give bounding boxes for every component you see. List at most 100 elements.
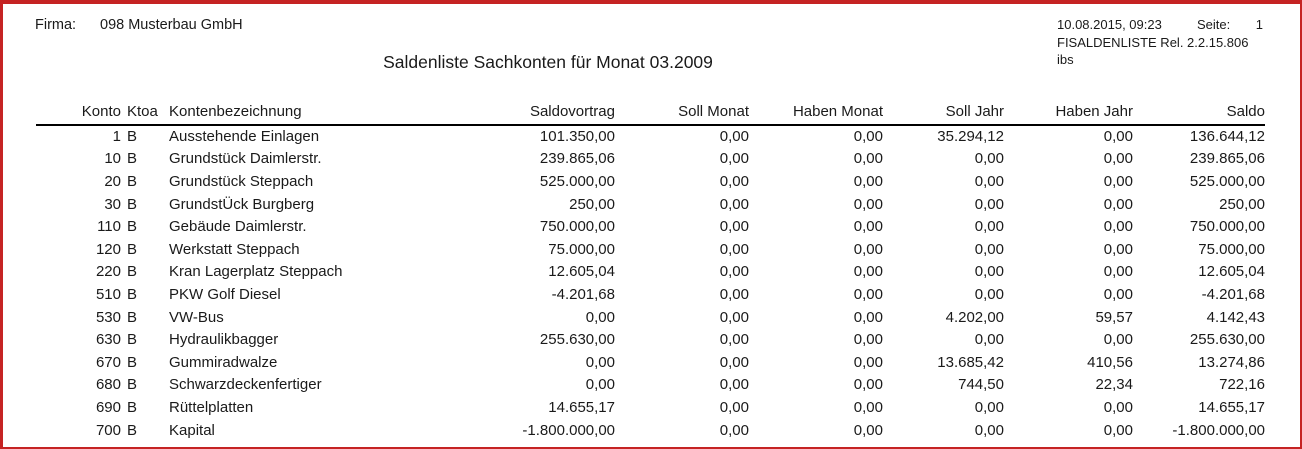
table-cell: -4.201,68 [551,285,615,303]
table-cell: 630 [95,331,121,349]
table-row: 630 B Hydraulikbagger 255.630,00 0,00 0,00 0,0… [36,328,1265,351]
program-version: FISALDENLISTE Rel. 2.2.15.806 [1057,35,1249,50]
table-cell: B [127,263,138,281]
table-cell: 744,50 [958,376,1004,394]
table-cell: B [127,285,138,303]
table-cell: Ausstehende Einlagen [169,128,320,146]
table-cell: 0,00 [1103,331,1133,349]
table-cell: 0,00 [1103,150,1133,168]
table-cell: 0,00 [853,150,883,168]
table-cell: 0,00 [974,218,1004,236]
table-cell: 0,00 [853,376,883,394]
table-cell: Schwarzdeckenfertiger [169,376,322,394]
table-row: 110 B Gebäude Daimlerstr. 750.000,00 0,00 0,0… [36,215,1265,238]
table-cell: Kapital [169,421,215,439]
table-body: 1 B Ausstehende Einlagen 101.350,00 0,00 0,00… [36,125,1265,441]
table-cell: 0,00 [585,353,615,371]
table-row: 1 B Ausstehende Einlagen 101.350,00 0,00 0,00… [36,125,1265,148]
column-header-saldovortrag: Saldovortrag [529,103,615,120]
table-cell: 0,00 [974,150,1004,168]
table-cell: 4.202,00 [945,308,1004,326]
table-cell: -1.800.000,00 [1172,421,1265,439]
table-cell: 12.605,04 [1198,263,1265,281]
table-cell: 239.865,06 [1189,150,1265,168]
table-cell: B [127,308,138,326]
table-cell: Werkstatt Steppach [169,240,300,258]
table-cell: 13.274,86 [1198,353,1265,371]
column-header-saldo: Saldo [1226,103,1265,120]
table-cell: 0,00 [853,218,883,236]
table-cell: 0,00 [1103,195,1133,213]
table-cell: 0,00 [853,421,883,439]
table-cell: 0,00 [853,308,883,326]
table-cell: 255.630,00 [539,331,615,349]
table-cell: 0,00 [853,353,883,371]
table-row: 690 B Rüttelplatten 14.655,17 0,00 0,00 0,00 0,… [36,396,1265,419]
table-cell: 0,00 [1103,240,1133,258]
table-cell: 0,00 [853,172,883,190]
table-cell: 0,00 [585,308,615,326]
table-cell: -4.201,68 [1201,285,1265,303]
table-cell: 0,00 [974,331,1004,349]
table-cell: B [127,128,138,146]
table-cell: 0,00 [719,398,749,416]
table-cell: 0,00 [719,353,749,371]
table-cell: 1 [112,128,121,146]
table-cell: 0,00 [719,308,749,326]
table-cell: 410,56 [1087,353,1133,371]
table-row: 10 B Grundstück Daimlerstr. 239.865,06 0,00 0… [36,148,1265,171]
table-cell: GrundstÜck Burgberg [169,195,315,213]
table-cell: 250,00 [1219,195,1265,213]
table-cell: 530 [95,308,121,326]
table-cell: 0,00 [974,421,1004,439]
table-cell: Gebäude Daimlerstr. [169,218,307,236]
table-cell: 680 [95,376,121,394]
table-row: 20 B Grundstück Steppach 525.000,00 0,00 0,00… [36,170,1265,193]
table-cell: 75.000,00 [548,240,615,258]
table-cell: B [127,421,138,439]
table-cell: 101.350,00 [539,128,615,146]
table-cell: Kran Lagerplatz Steppach [169,263,343,281]
table-row: 700 B Kapital -1.800.000,00 0,00 0,00 0,00 0,00… [36,419,1265,442]
table-cell: Grundstück Daimlerstr. [169,150,322,168]
table-cell: 0,00 [1103,128,1133,146]
table-cell: 0,00 [853,285,883,303]
table-cell: 250,00 [569,195,615,213]
table-cell: 255.630,00 [1189,331,1265,349]
table-row: 670 B Gummiradwalze 0,00 0,00 0,00 13.685,42 41… [36,351,1265,374]
table-cell: Hydraulikbagger [169,331,279,349]
table-cell: 20 [104,172,121,190]
table-cell: 0,00 [719,421,749,439]
table-cell: 0,00 [853,195,883,213]
table-cell: 525.000,00 [539,172,615,190]
table-cell: Rüttelplatten [169,398,254,416]
table-cell: 75.000,00 [1198,240,1265,258]
report-title: Saldenliste Sachkonten für Monat 03.2009 [383,52,713,72]
table-cell: 0,00 [974,398,1004,416]
table-cell: 0,00 [974,195,1004,213]
table-cell: 690 [95,398,121,416]
table-cell: 0,00 [719,376,749,394]
column-header-haben-jahr: Haben Jahr [1055,103,1133,120]
table-cell: 10 [104,150,121,168]
table-cell: Gummiradwalze [169,353,278,371]
table-cell: 0,00 [1103,398,1133,416]
table-cell: 13.685,42 [937,353,1004,371]
table-cell: 22,34 [1095,376,1133,394]
table-cell: 0,00 [1103,263,1133,281]
table-cell: 12.605,04 [548,263,615,281]
table-cell: 4.142,43 [1206,308,1265,326]
table-cell: 0,00 [1103,285,1133,303]
table-cell: 0,00 [853,240,883,258]
table-row: 510 B PKW Golf Diesel -4.201,68 0,00 0,00 0,00… [36,283,1265,306]
table-cell: 670 [95,353,121,371]
table-cell: 0,00 [719,240,749,258]
table-cell: 0,00 [974,172,1004,190]
table-cell: -1.800.000,00 [522,421,615,439]
column-header-ktoa: Ktoa [127,103,158,120]
table-row: 30 B GrundstÜck Burgberg 250,00 0,00 0,00 0,00… [36,193,1265,216]
table-cell: 0,00 [1103,218,1133,236]
column-header-konto: Konto [81,103,121,120]
firma-value: 098 Musterbau GmbH [100,17,243,33]
table-cell: 0,00 [853,128,883,146]
